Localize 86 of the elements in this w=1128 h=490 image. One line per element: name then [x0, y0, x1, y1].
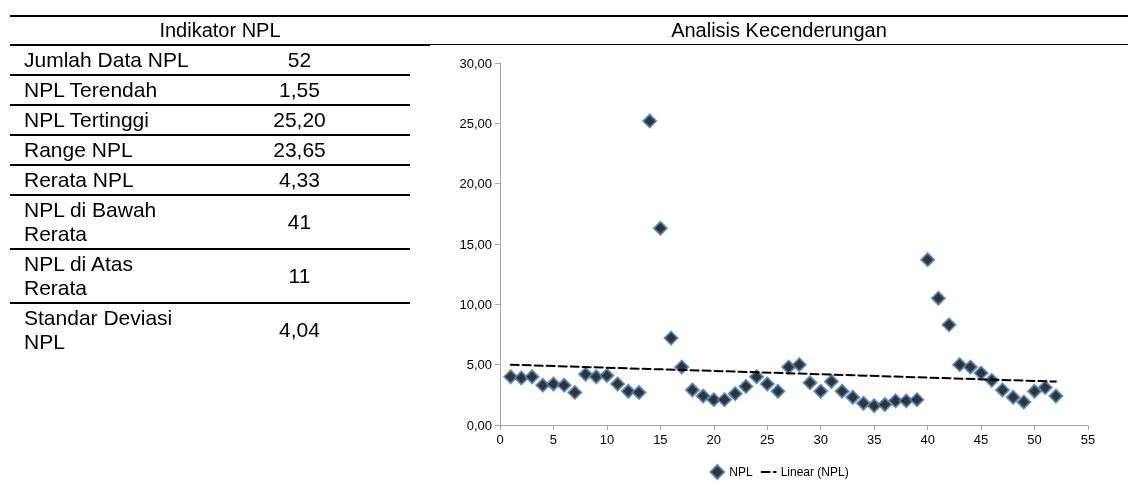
y-tick-label: 15,00: [459, 236, 492, 252]
point: [855, 395, 871, 411]
point: [781, 359, 797, 375]
x-tick-label: 10: [599, 432, 615, 447]
text: Indikator NPL: [10, 15, 430, 46]
point: [642, 113, 658, 129]
point: [652, 220, 668, 236]
y-tick-label: 20,00: [459, 176, 492, 192]
legend-label: NPL: [729, 465, 753, 479]
point: [823, 374, 839, 390]
point: [930, 290, 946, 306]
y-tick-label: 25,00: [459, 115, 492, 131]
text: 1,55: [279, 78, 320, 101]
point: [898, 393, 914, 409]
text: 23,65: [273, 138, 326, 161]
legend-label: Linear (NPL): [780, 465, 849, 479]
point: [631, 384, 647, 400]
point: [545, 376, 561, 392]
category-label: NPL di Bawah Rerata: [10, 195, 189, 249]
y-tick-label: 30,00: [459, 55, 492, 71]
text: 4,04: [279, 318, 320, 341]
point: [909, 392, 925, 408]
point: [727, 386, 743, 402]
x-tick-label: 35: [866, 432, 882, 447]
point: [866, 398, 882, 414]
point: [684, 382, 700, 398]
point: [888, 393, 904, 409]
text: 4,33: [279, 168, 320, 191]
y-tick-label: 5,00: [466, 357, 492, 373]
point: [802, 375, 818, 391]
point: [791, 357, 807, 373]
point: [834, 383, 850, 399]
x-tick-label: 20: [706, 432, 722, 447]
point: [578, 366, 594, 382]
x-tick-label: 15: [653, 432, 668, 447]
y-tick-label: 0,00: [466, 417, 492, 433]
category-label: NPL di Atas Rerata: [10, 249, 189, 303]
point: [1016, 394, 1032, 410]
point: [1027, 383, 1043, 399]
point: [599, 368, 615, 384]
text: 11: [288, 264, 311, 287]
point: [1048, 388, 1064, 404]
point: [952, 357, 968, 373]
point: [1005, 389, 1021, 405]
x-tick-label: 25: [760, 432, 775, 447]
point: [749, 369, 765, 385]
point: [717, 392, 733, 408]
point: [663, 330, 679, 346]
x-tick-label: 50: [1027, 432, 1042, 447]
point: [513, 370, 529, 386]
category-label: NPL Tertinggi: [10, 105, 189, 135]
point: [1037, 380, 1053, 396]
text: 52: [287, 48, 312, 71]
point: [941, 317, 957, 333]
x-tick-label: 55: [1080, 432, 1096, 447]
category-label: Jumlah Data NPL: [10, 46, 189, 75]
point: [695, 388, 711, 404]
point: [674, 359, 690, 375]
point: [877, 396, 893, 412]
x-tick-label: 5: [549, 432, 558, 447]
y-tick-label: 10,00: [459, 296, 492, 312]
point: [994, 382, 1010, 398]
point: [556, 377, 572, 393]
point: [610, 376, 626, 392]
category-label: Range NPL: [10, 135, 189, 165]
x-tick-label: 40: [920, 432, 935, 447]
point: [973, 365, 989, 381]
point: [845, 389, 861, 405]
category-label: Rerata NPL: [10, 165, 189, 195]
point: [706, 392, 722, 408]
category-label: NPL Terendah: [10, 75, 189, 105]
text: 41: [287, 210, 312, 233]
text: 25,20: [273, 108, 326, 131]
category-label: Standar Deviasi NPL: [23, 305, 174, 355]
point: [759, 376, 775, 392]
point: [738, 378, 754, 394]
point: [524, 369, 540, 385]
point: [567, 384, 583, 400]
point: [962, 359, 978, 375]
chart-title: Analisis Kecenderungan: [430, 15, 1128, 45]
x-tick-label: 0: [496, 432, 504, 447]
x-tick-label: 45: [973, 432, 989, 447]
x-tick-label: 30: [813, 432, 828, 447]
point: [813, 383, 829, 399]
point: [770, 383, 786, 399]
point: [920, 252, 936, 268]
